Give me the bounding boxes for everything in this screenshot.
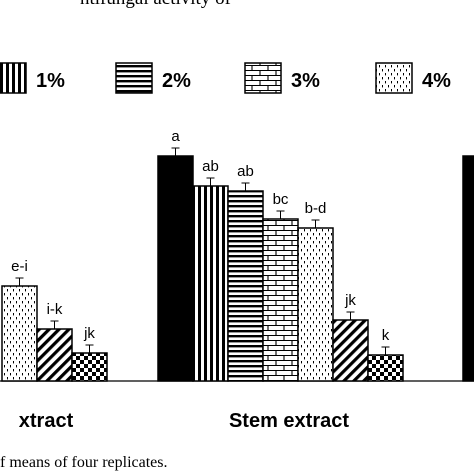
legend-label-1: 1% xyxy=(36,70,65,92)
bar-g1-b0 xyxy=(157,155,194,382)
bar-g1-b4 xyxy=(297,227,334,382)
figure-caption-fragment: f means of four replicates. xyxy=(0,454,167,471)
significance-letter: i-k xyxy=(47,301,63,318)
legend-swatch-3 xyxy=(244,62,282,94)
group-label-left: xtract xyxy=(19,410,74,432)
legend-swatch-1 xyxy=(0,62,27,94)
legend-label-3: 3% xyxy=(291,70,320,92)
legend-swatch-4 xyxy=(375,62,413,94)
significance-letter: ab xyxy=(202,158,219,175)
bar-g1-b2 xyxy=(227,190,264,382)
group-label-stem: Stem extract xyxy=(229,410,349,432)
significance-letter: bc xyxy=(273,191,289,208)
bar-series: e-i i-k jk a ab ab bc b-d jk k xyxy=(1,128,474,382)
significance-letter: jk xyxy=(344,292,356,309)
significance-letter: jk xyxy=(83,325,95,342)
significance-letter: k xyxy=(382,327,390,344)
bar-g0-b2 xyxy=(71,352,108,382)
bar-g0-b0 xyxy=(1,285,38,382)
bar-g1-b5 xyxy=(332,319,369,382)
legend-swatch-2 xyxy=(115,62,153,94)
significance-letter: ab xyxy=(237,163,254,180)
bar-g1-b1 xyxy=(192,185,229,382)
significance-letter: a xyxy=(171,128,180,145)
legend-label-4: 4% xyxy=(422,70,451,92)
bar-g1-b3 xyxy=(262,218,299,382)
legend-label-2: 2% xyxy=(162,70,191,92)
significance-letter: b-d xyxy=(305,200,327,217)
bar-g0-b1 xyxy=(36,328,73,382)
bar-g2-b0 xyxy=(462,155,474,382)
chart-title-fragment: ntifungal activity of xyxy=(80,0,232,9)
significance-letter: e-i xyxy=(11,258,28,275)
bar-g1-b6 xyxy=(367,354,404,382)
legend: 1% 2% 3% 4% xyxy=(0,62,451,94)
